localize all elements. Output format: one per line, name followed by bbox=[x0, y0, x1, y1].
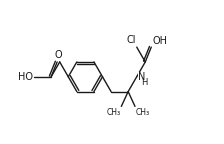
Text: N: N bbox=[138, 72, 145, 82]
Text: Cl: Cl bbox=[126, 35, 136, 45]
Text: CH₃: CH₃ bbox=[106, 108, 120, 117]
Text: H: H bbox=[141, 78, 147, 87]
Text: OH: OH bbox=[152, 36, 167, 46]
Text: HO: HO bbox=[18, 72, 33, 82]
Text: CH₃: CH₃ bbox=[136, 108, 150, 117]
Text: O: O bbox=[54, 50, 62, 60]
